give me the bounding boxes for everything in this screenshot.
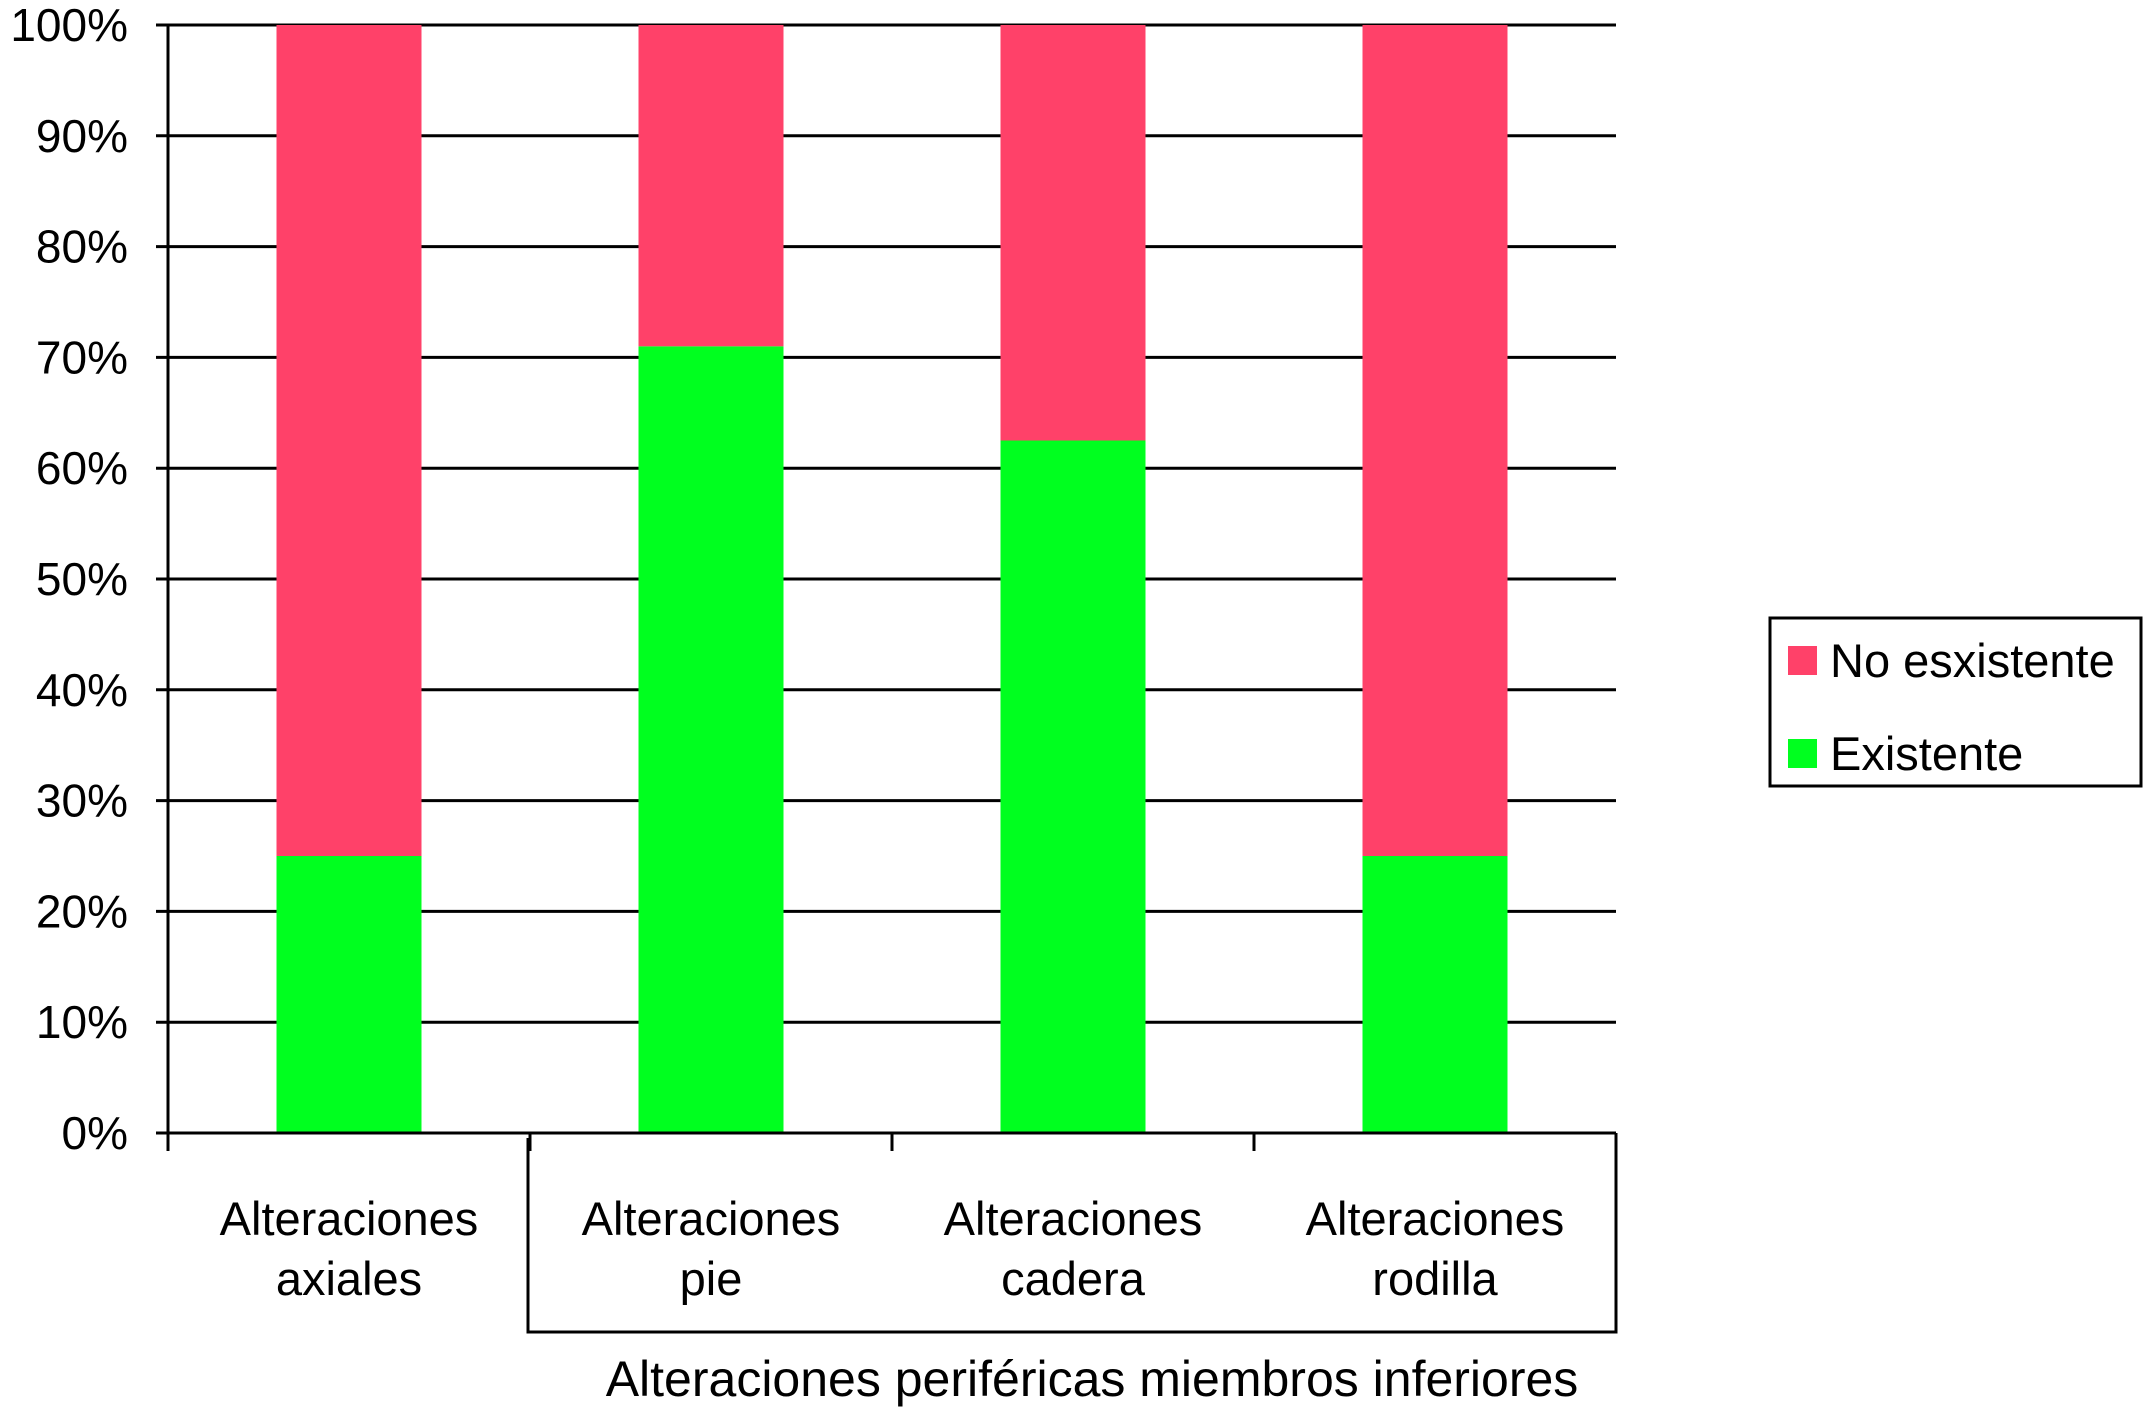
y-tick-label: 50% <box>36 553 128 605</box>
category-group-bracket <box>526 1133 1618 1334</box>
category-label: axiales <box>276 1252 422 1305</box>
y-tick-label: 70% <box>36 331 128 383</box>
y-tick-label: 30% <box>36 775 128 827</box>
bar-segment <box>1362 856 1508 1133</box>
bar-segment <box>276 856 422 1133</box>
category-label: Alteraciones <box>582 1192 841 1245</box>
y-tick-label: 20% <box>36 885 128 937</box>
axis-layer <box>156 25 1618 1334</box>
category-label: cadera <box>1001 1252 1146 1305</box>
bar-layer <box>276 25 1508 1133</box>
category-label: Alteraciones <box>220 1192 479 1245</box>
bar-segment <box>1000 25 1146 441</box>
y-tick-label: 10% <box>36 996 128 1048</box>
y-tick-label: 0% <box>62 1107 128 1159</box>
bar-segment <box>638 25 784 347</box>
legend-box <box>1768 616 2143 788</box>
bar-segment <box>1362 25 1508 856</box>
y-tick-label: 80% <box>36 221 128 273</box>
legend-swatch <box>1788 646 1817 675</box>
legend-label: No esxistente <box>1830 634 2115 687</box>
category-label: pie <box>680 1252 743 1305</box>
legend-swatch <box>1788 739 1817 768</box>
category-label: Alteraciones <box>1306 1192 1565 1245</box>
bar-segment <box>638 346 784 1133</box>
category-group-label: Alteraciones periféricas miembros inferi… <box>606 1351 1579 1407</box>
label-layer: 0% 10% 20% 30% 40% 50% 60% 70% 80% 90% 100% Alterac… <box>10 0 1578 1407</box>
y-tick-label: 60% <box>36 442 128 494</box>
legend: No esxistente Existente <box>1768 616 2143 788</box>
bar-segment <box>1000 440 1146 1133</box>
category-label: rodilla <box>1372 1252 1498 1305</box>
y-tick-label: 100% <box>10 0 128 51</box>
y-tick-label: 90% <box>36 110 128 162</box>
y-tick-label: 40% <box>36 664 128 716</box>
category-label: Alteraciones <box>944 1192 1203 1245</box>
bar-segment <box>276 25 422 856</box>
legend-label: Existente <box>1830 727 2023 780</box>
